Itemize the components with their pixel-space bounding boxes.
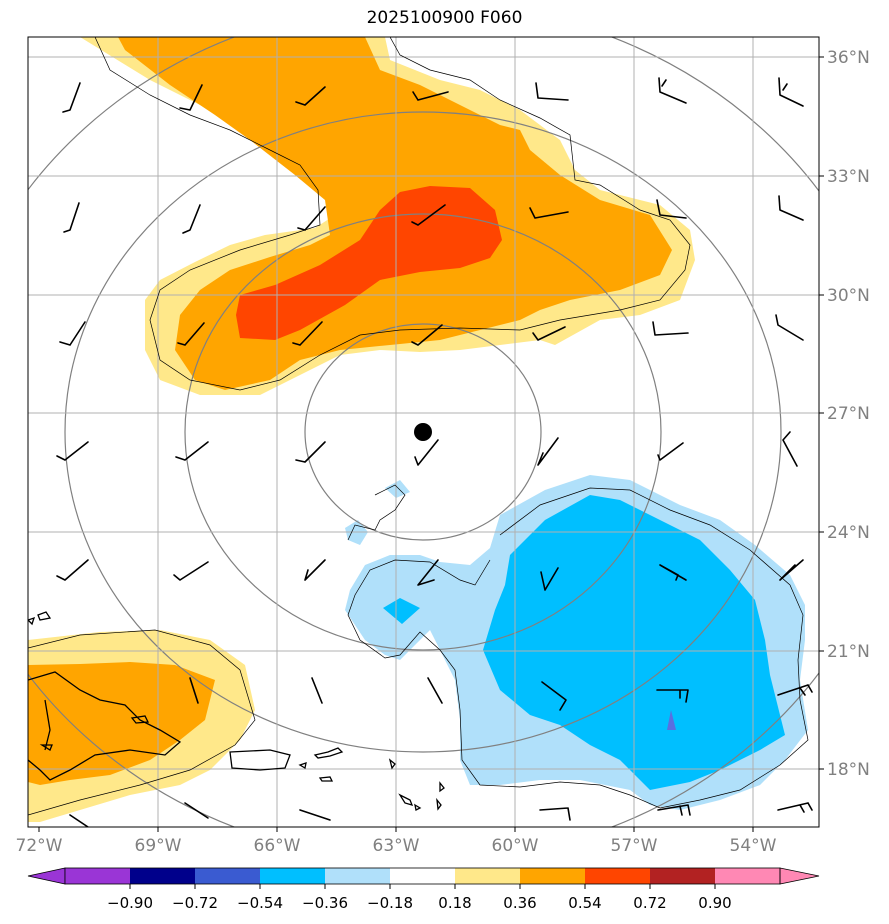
colorbar-segment (390, 868, 455, 884)
map-frame (27, 36, 820, 828)
colorbar-extend-high (779, 867, 820, 885)
lon-label: 63°W (373, 836, 420, 856)
island-5 (398, 793, 414, 806)
island-11 (130, 715, 150, 724)
lat-label: 18°N (827, 760, 870, 780)
island-12 (39, 744, 53, 751)
colorbar-segment (520, 868, 585, 884)
wind-barbs (56, 77, 813, 827)
colorbar-tick-label: −0.54 (237, 894, 283, 912)
positive-anomaly-0.54 (236, 186, 502, 340)
colorbar-tick-label: −0.90 (107, 894, 153, 912)
colorbar-tick-label: −0.18 (367, 894, 413, 912)
colorbar-tick-label: 0.90 (698, 894, 731, 912)
colorbar-segment (650, 868, 715, 884)
colorbar-tick-label: 0.54 (568, 894, 601, 912)
colorbar-segment (260, 868, 325, 884)
hispaniola-coast (28, 671, 182, 781)
lon-label: 72°W (16, 836, 63, 856)
colorbar-segment (65, 868, 130, 884)
range-rings (28, 37, 819, 827)
anomaly-contours (28, 37, 809, 816)
lon-label: 60°W (492, 836, 539, 856)
negative-anomaly-0.54 (667, 710, 676, 730)
colorbar-segment (195, 868, 260, 884)
lon-label: 54°W (730, 836, 777, 856)
island-8 (439, 781, 445, 793)
island-6 (414, 803, 422, 811)
island-7 (436, 797, 442, 811)
colorbar-tick-label: −0.72 (172, 894, 218, 912)
colorbar-tick-label: 0.72 (633, 894, 666, 912)
negative-anomaly-0.36-small (383, 598, 420, 624)
negative-anomaly-0.18-dot (385, 480, 410, 498)
puerto-rico-coast (229, 749, 291, 771)
island-10 (28, 616, 36, 626)
lat-label: 21°N (827, 642, 870, 662)
colorbar-tick-label: −0.36 (302, 894, 348, 912)
lat-label: 27°N (827, 404, 870, 424)
colorbar-extend-low (27, 867, 66, 885)
positive-anomaly-sw-0.36 (28, 662, 215, 785)
lat-label: 24°N (827, 523, 870, 543)
lon-labels: 72°W 69°W 66°W 63°W 60°W 57°W 54°W (16, 836, 777, 856)
colorbar-segment (455, 868, 520, 884)
colorbar: −0.90 −0.72 −0.54 −0.36 −0.18 0.18 0.36 … (27, 867, 820, 912)
lat-label: 36°N (827, 48, 870, 68)
storm-center-marker (414, 423, 432, 441)
lat-label: 33°N (827, 167, 870, 187)
lat-labels: 36°N 33°N 30°N 27°N 24°N 21°N 18°N (827, 48, 870, 780)
axis-ticks (38, 56, 824, 832)
map-title: 2025100900 F060 (366, 8, 523, 28)
island-9 (37, 611, 52, 621)
colorbar-segment (130, 868, 195, 884)
colorbar-segment (585, 868, 650, 884)
island-4 (388, 758, 396, 770)
island-1 (298, 762, 307, 770)
island-3 (318, 776, 334, 782)
lon-label: 57°W (611, 836, 658, 856)
colorbar-segment (715, 868, 780, 884)
island-2 (313, 747, 344, 759)
colorbar-segment (325, 868, 390, 884)
lat-label: 30°N (827, 286, 870, 306)
lon-label: 66°W (254, 836, 301, 856)
map-area (28, 37, 819, 827)
gridlines (28, 37, 819, 827)
coastlines (28, 611, 445, 811)
hispaniola-inner (44, 699, 51, 751)
colorbar-tick-label: 0.18 (438, 894, 471, 912)
lon-label: 69°W (135, 836, 182, 856)
colorbar-tick-label: 0.36 (503, 894, 536, 912)
